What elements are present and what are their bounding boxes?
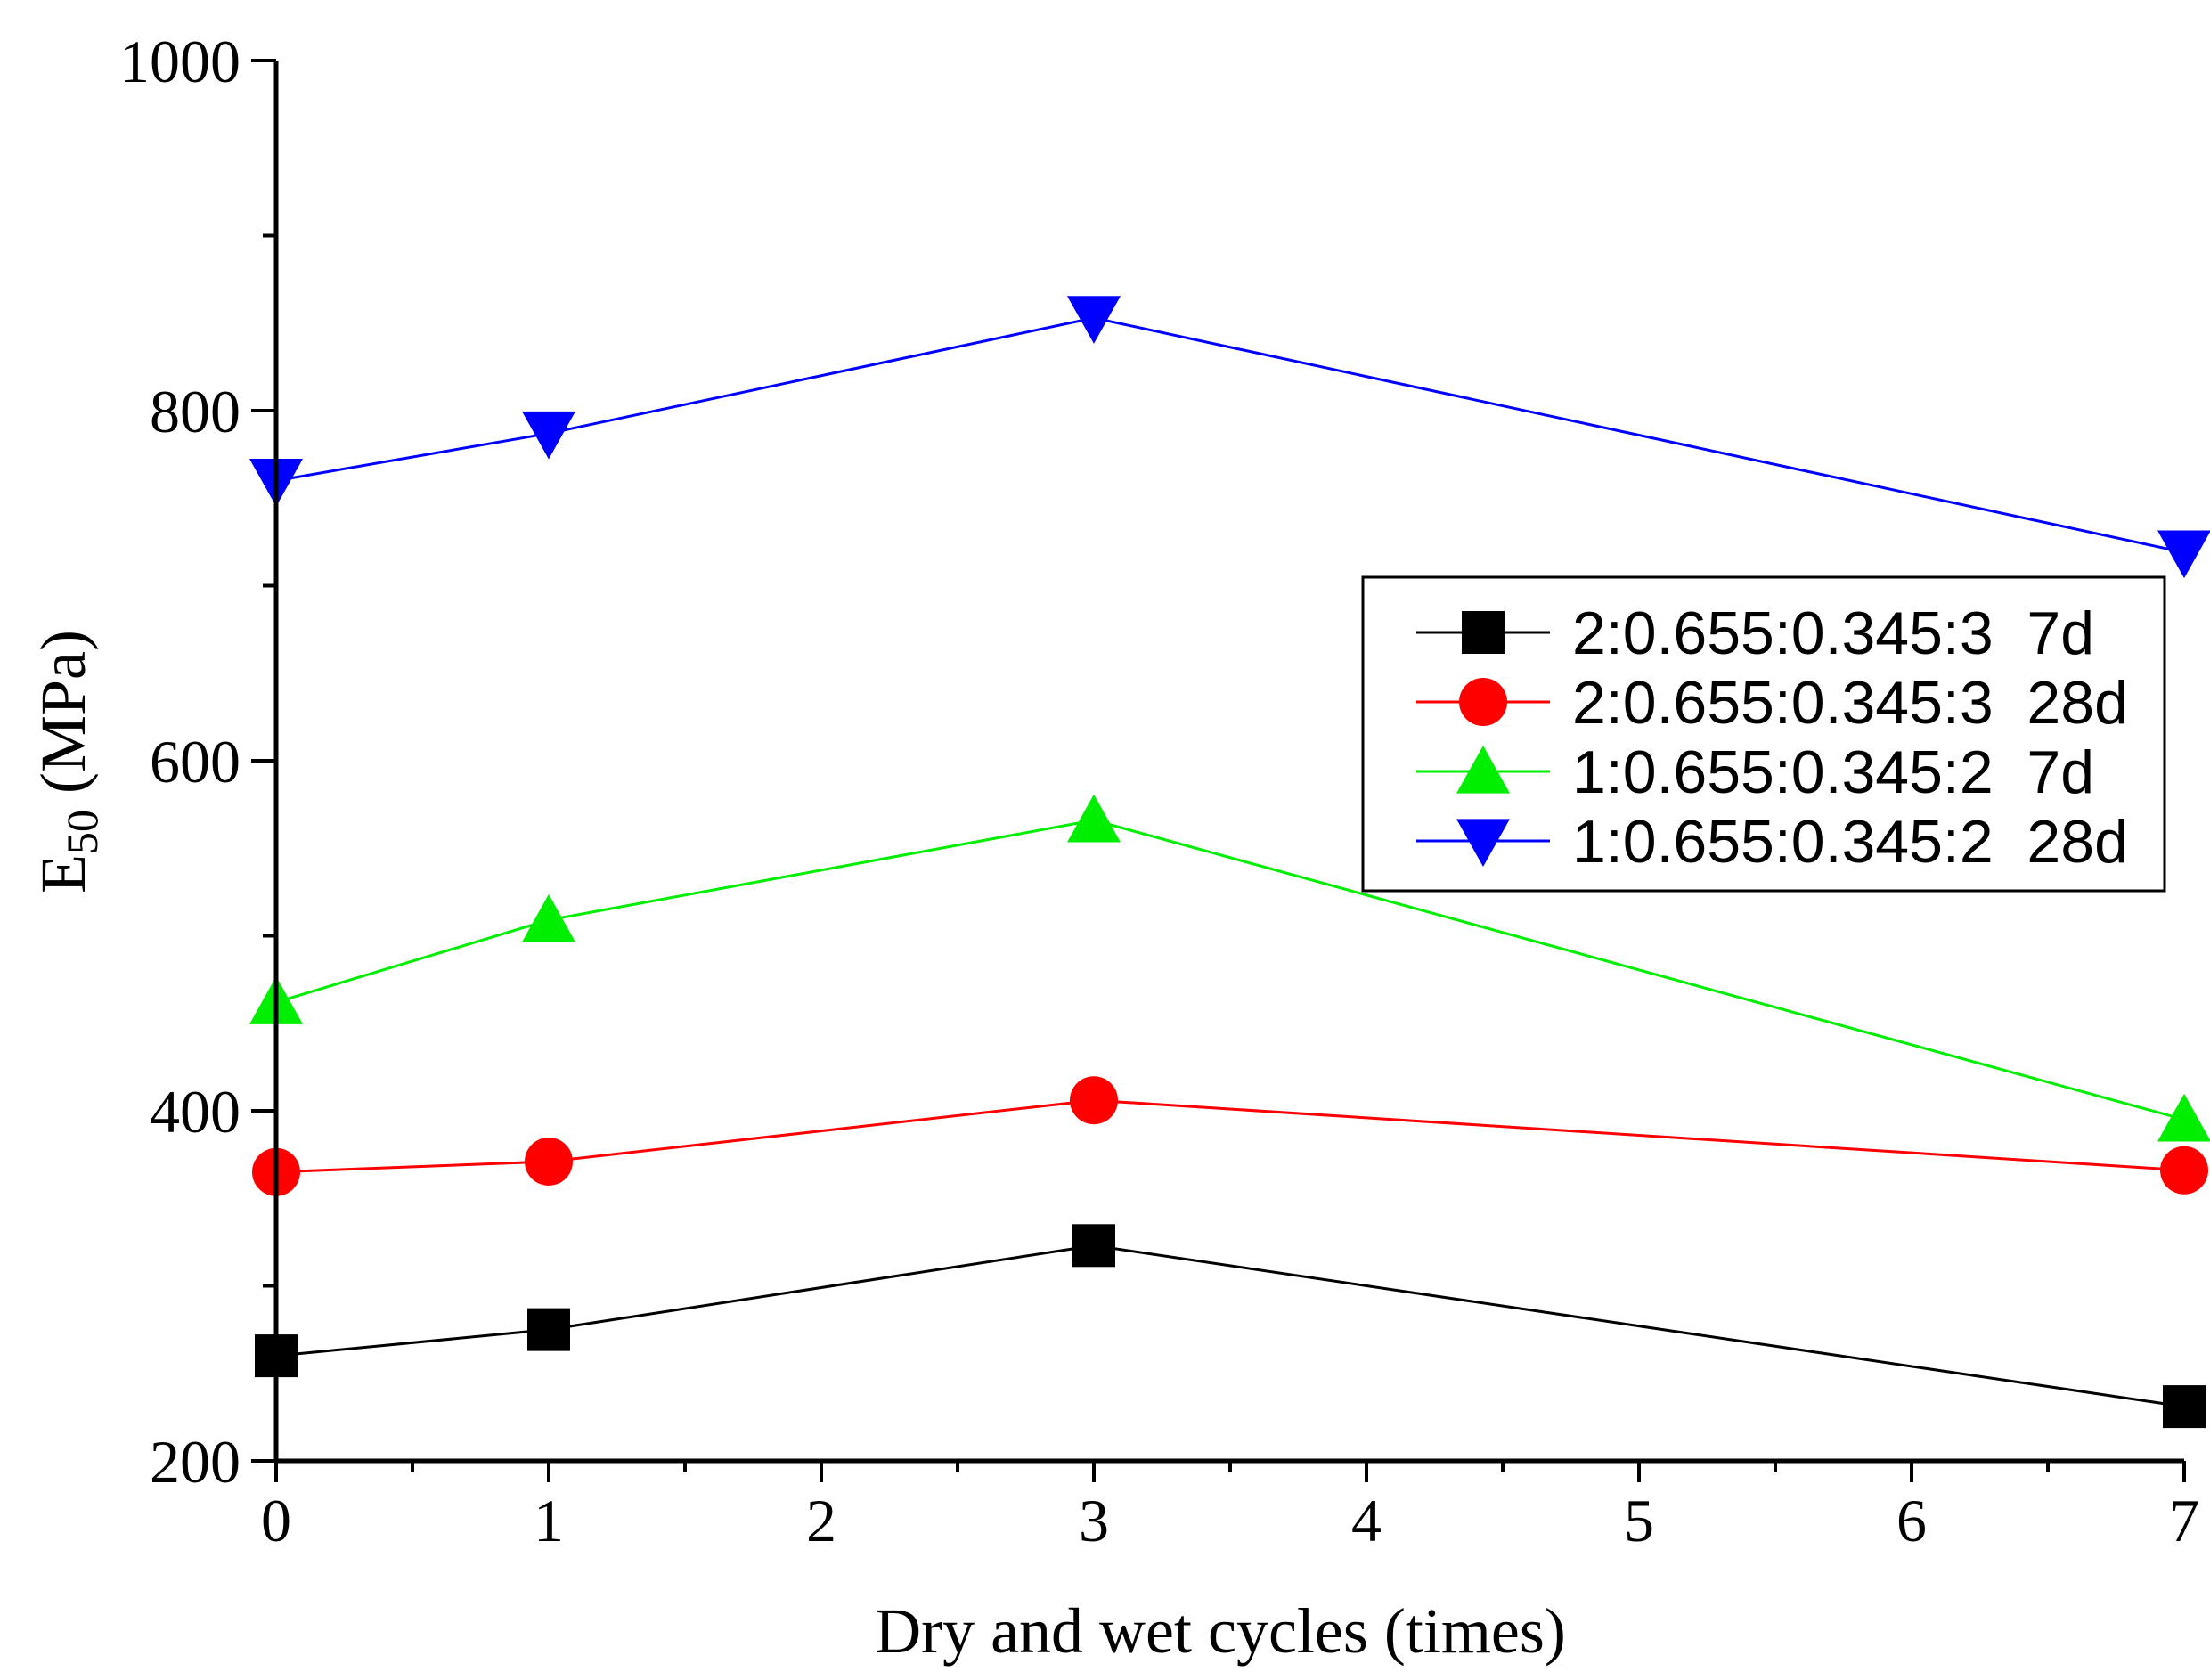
y-axis-title-unit: (MPa) bbox=[28, 630, 99, 810]
y-tick-label: 600 bbox=[150, 728, 241, 795]
x-axis-title: Dry and wet cycles (times) bbox=[875, 1595, 1566, 1667]
legend-entry-4: 1:0.655:0.345:2 28d bbox=[1416, 808, 2128, 876]
series-line bbox=[275, 1098, 2185, 1174]
x-tick-label: 1 bbox=[534, 1487, 564, 1554]
series-4 bbox=[249, 296, 2210, 579]
data-point bbox=[1072, 1224, 1115, 1268]
x-tick-label: 3 bbox=[1079, 1487, 1109, 1554]
y-tick-label: 1000 bbox=[119, 28, 241, 95]
data-point bbox=[525, 1137, 573, 1186]
data-point bbox=[522, 893, 575, 942]
data-point bbox=[1070, 1076, 1118, 1125]
series-1 bbox=[255, 1224, 2206, 1429]
legend-marker bbox=[1459, 678, 1507, 726]
y-tick-label: 400 bbox=[150, 1078, 241, 1146]
legend-marker bbox=[1462, 611, 1505, 654]
legend-label: 2:0.655:0.345:3 7d bbox=[1572, 599, 2094, 667]
x-tick-label: 7 bbox=[2169, 1487, 2199, 1554]
x-tick-label: 4 bbox=[1351, 1487, 1382, 1554]
series-layer bbox=[249, 296, 2210, 1429]
y-tick-label: 200 bbox=[150, 1428, 241, 1496]
ticks: 0 1 2 3 4 5 6 7 200 400 600 800 1000 bbox=[119, 28, 2199, 1554]
x-tick-label: 2 bbox=[806, 1487, 836, 1554]
legend-entry-1: 2:0.655:0.345:3 7d bbox=[1416, 599, 2094, 667]
data-point bbox=[2157, 530, 2210, 579]
legend: 2:0.655:0.345:3 7d2:0.655:0.345:3 28d1:0… bbox=[1361, 575, 2166, 893]
y-tick-label: 800 bbox=[150, 378, 241, 445]
x-tick-label: 5 bbox=[1624, 1487, 1654, 1554]
x-tick-label: 0 bbox=[261, 1487, 291, 1554]
legend-entry-2: 2:0.655:0.345:3 28d bbox=[1416, 669, 2128, 737]
legend-entry-3: 1:0.655:0.345:2 7d bbox=[1416, 738, 2094, 806]
series-line bbox=[275, 819, 2185, 1121]
data-point bbox=[1067, 296, 1121, 344]
series-2 bbox=[252, 1076, 2208, 1196]
legend-label: 1:0.655:0.345:2 28d bbox=[1572, 808, 2128, 876]
data-point bbox=[522, 411, 575, 460]
y-axis-title-subscript: 50 bbox=[57, 810, 107, 854]
data-point bbox=[2163, 1385, 2206, 1429]
data-point bbox=[527, 1308, 570, 1351]
data-point bbox=[2160, 1146, 2208, 1195]
legend-label: 2:0.655:0.345:3 28d bbox=[1572, 669, 2128, 737]
data-point bbox=[1067, 794, 1121, 843]
y-axis-title-base: E bbox=[28, 854, 99, 893]
legend-marker bbox=[1456, 746, 1510, 794]
series-line bbox=[275, 1244, 2185, 1408]
legend-marker bbox=[1456, 819, 1510, 867]
data-point bbox=[2157, 1093, 2210, 1142]
series-line bbox=[275, 316, 2185, 554]
x-tick-label: 6 bbox=[1896, 1487, 1927, 1554]
legend-label: 1:0.655:0.345:2 7d bbox=[1572, 738, 2094, 806]
y-axis-title: E50 (MPa) bbox=[28, 630, 107, 893]
